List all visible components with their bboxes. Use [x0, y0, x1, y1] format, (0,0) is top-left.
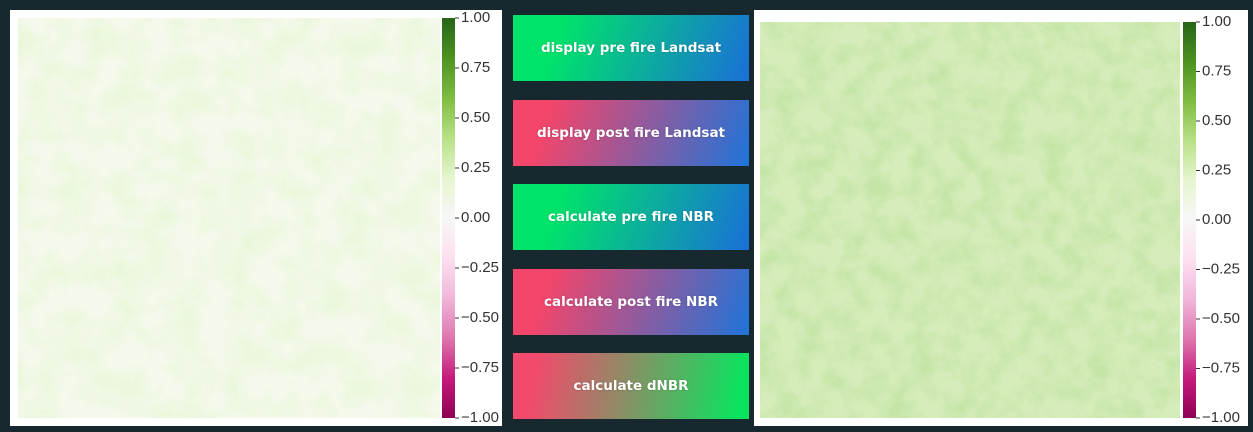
action-button[interactable]: calculate pre fire NBR: [513, 184, 749, 250]
colorbar-tick-label: 1.00: [461, 9, 490, 26]
colorbar-tick-label: 0.00: [1202, 211, 1231, 228]
colorbar-tick-label: −0.25: [1202, 260, 1240, 277]
colorbar-tick-label: 0.25: [461, 159, 490, 176]
action-button[interactable]: calculate dNBR: [513, 353, 749, 419]
action-button[interactable]: calculate post fire NBR: [513, 269, 749, 335]
colorbar-tick-label: 0.25: [1202, 161, 1231, 178]
colorbar-tick-label: −0.75: [461, 359, 499, 376]
colorbar-tick-label: −1.00: [461, 409, 499, 426]
colorbar-tick-label: 0.00: [461, 209, 490, 226]
colorbar: [1183, 22, 1196, 418]
colorbar-tick-label: −0.25: [461, 259, 499, 276]
pre-nbr-texture: [18, 18, 440, 418]
colorbar-tick-label: 0.50: [1202, 112, 1231, 129]
action-button[interactable]: display post fire Landsat: [513, 100, 749, 166]
colorbar-tick-label: −0.50: [461, 309, 499, 326]
colorbar-tick-label: 0.75: [461, 59, 490, 76]
post-nbr-texture: [760, 22, 1180, 418]
app: 1.00 0.75 0.50 0.25 0.00 −0.25 −0.50 −0.75 −1.00…: [0, 0, 1253, 432]
colorbar-tick-label: 0.50: [461, 109, 490, 126]
colorbar-tick-label: −0.50: [1202, 310, 1240, 327]
colorbar-tick-label: −0.75: [1202, 359, 1240, 376]
colorbar: [442, 18, 455, 418]
colorbar-tick-label: 1.00: [1202, 13, 1231, 30]
colorbar-tick-label: −1.00: [1202, 409, 1240, 426]
colorbar-tick-label: 0.75: [1202, 62, 1231, 79]
action-button[interactable]: display pre fire Landsat: [513, 15, 749, 81]
